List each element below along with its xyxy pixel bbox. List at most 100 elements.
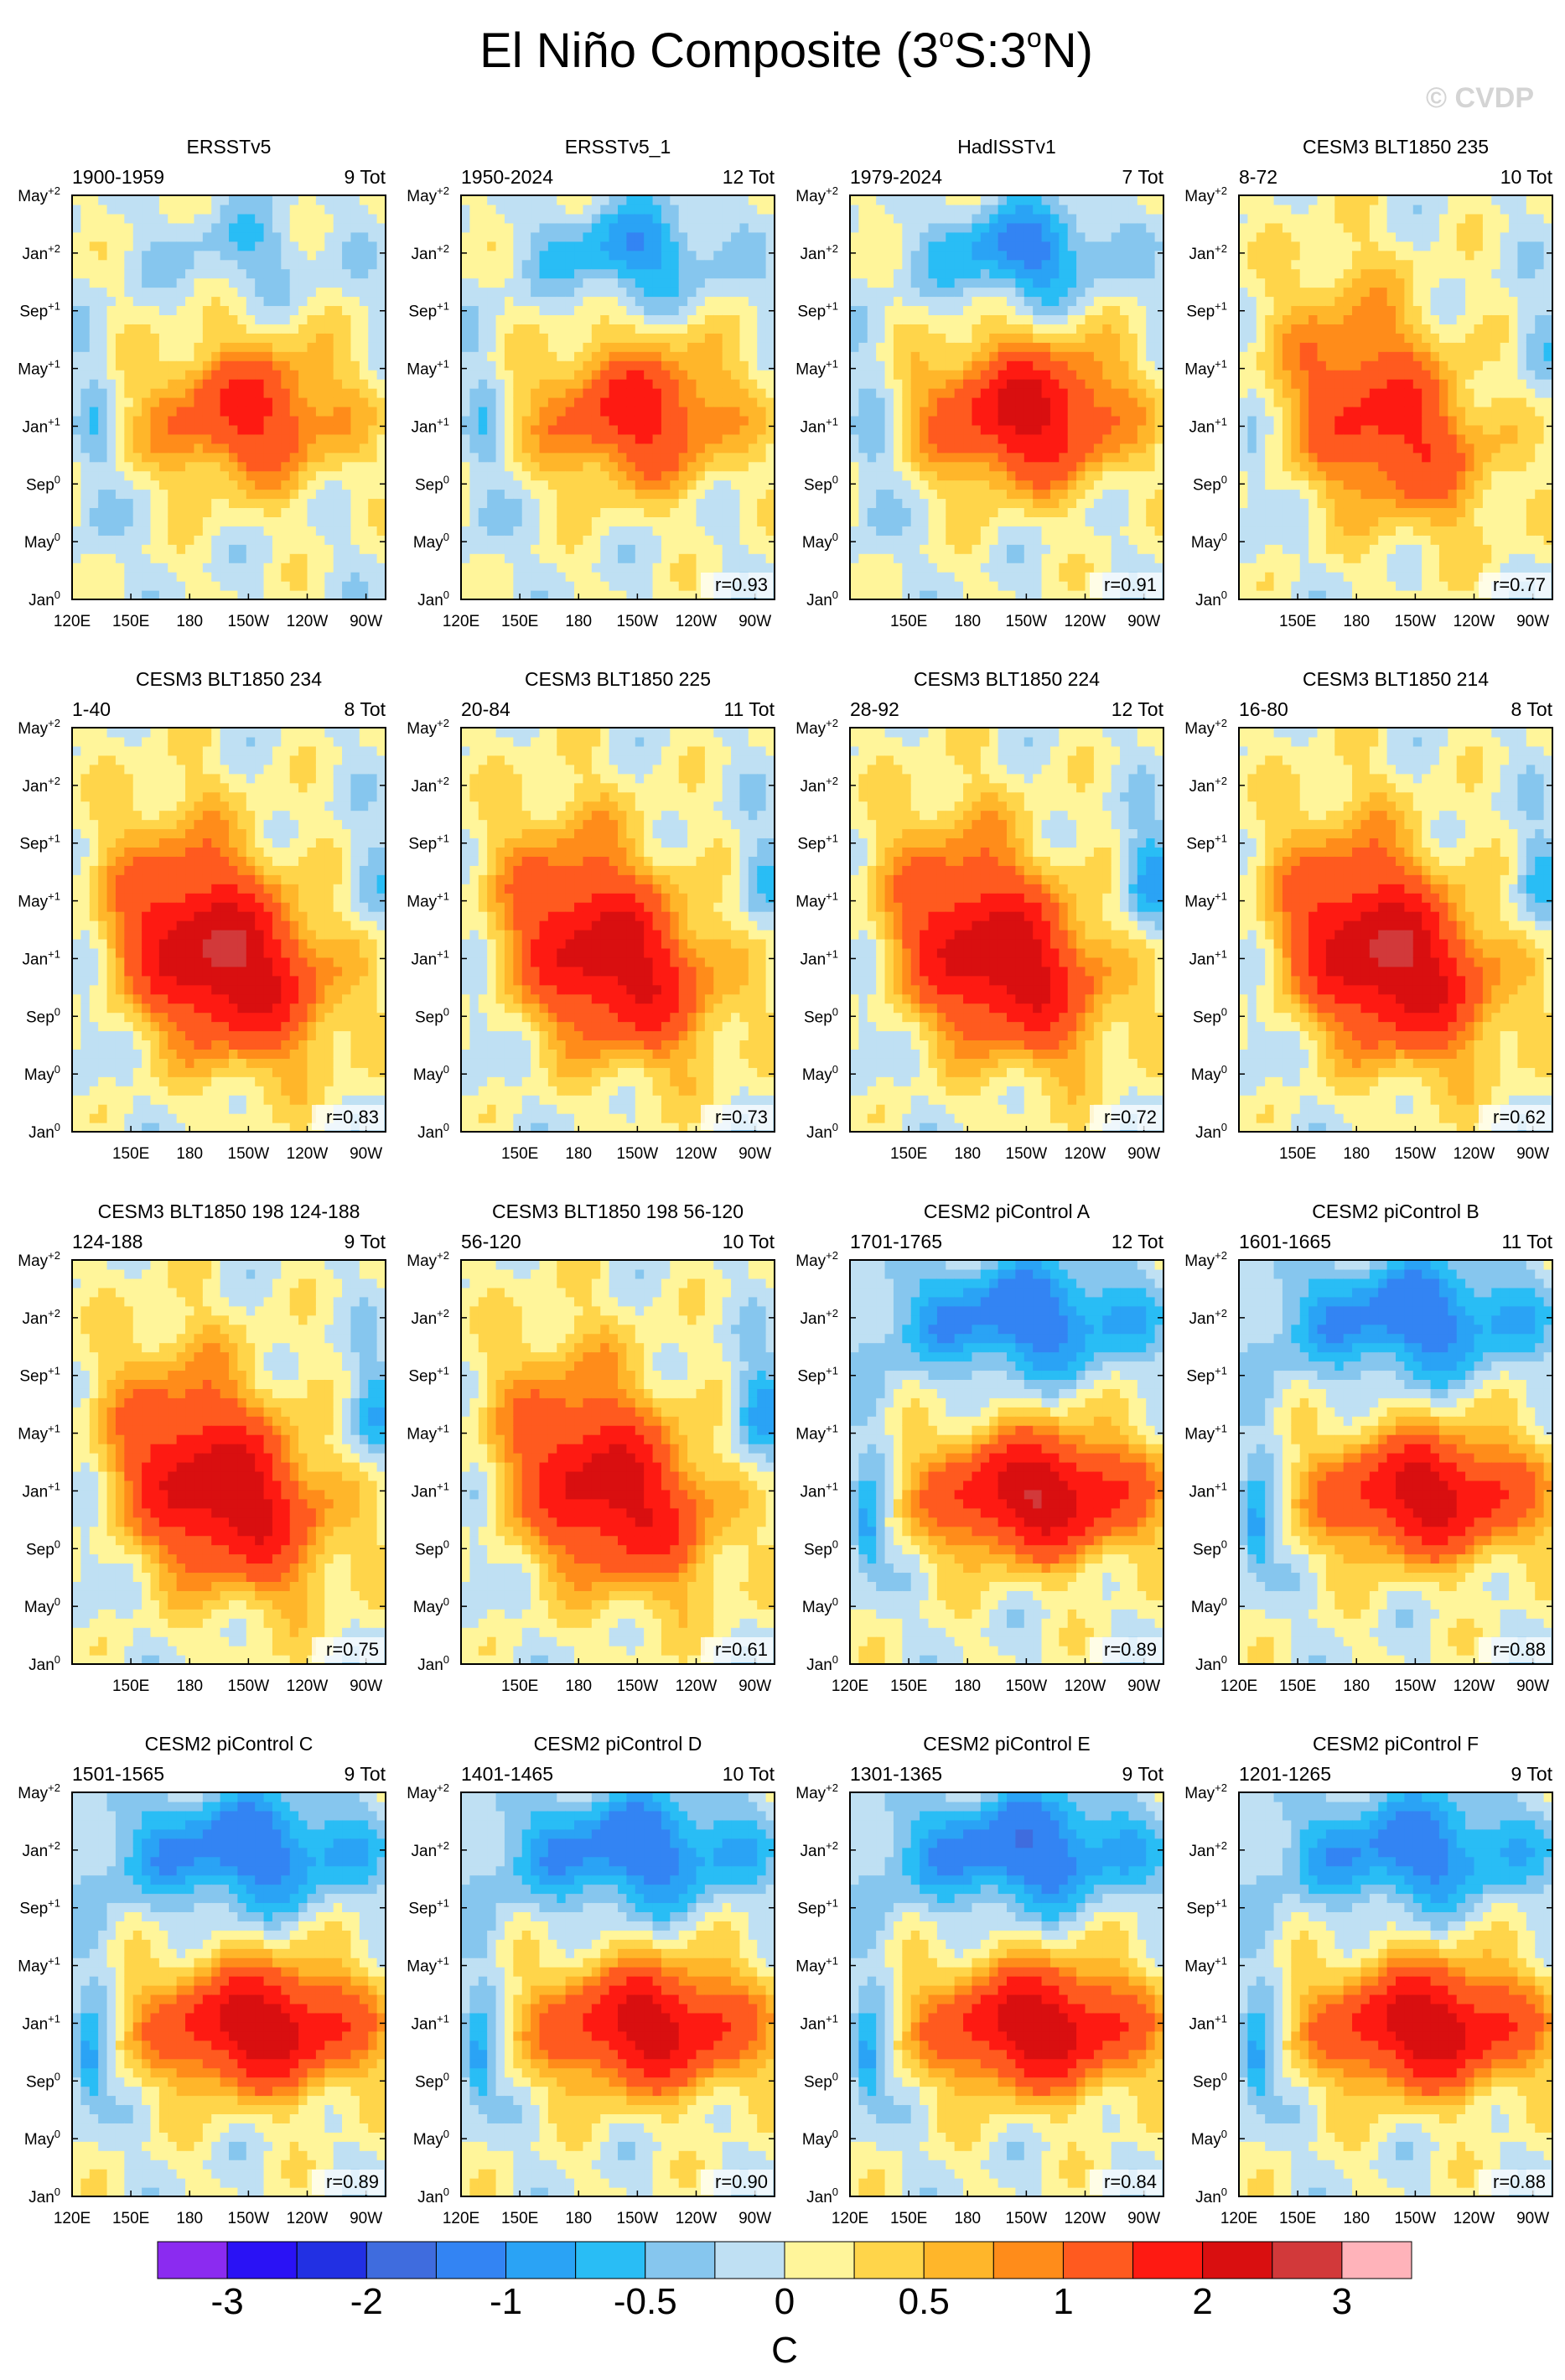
- heatmap-cell: [513, 222, 523, 233]
- heatmap-cell: [731, 241, 741, 251]
- heatmap-cell: [928, 424, 938, 435]
- heatmap-cell: [324, 231, 334, 242]
- heatmap-cell: [591, 590, 601, 600]
- heatmap-cell: [565, 507, 575, 517]
- heatmap-cell: [531, 581, 541, 591]
- heatmap-cell: [229, 470, 238, 481]
- heatmap-cell: [998, 370, 1008, 380]
- heatmap-cell: [237, 314, 247, 324]
- heatmap-cell: [876, 461, 886, 472]
- heatmap-cell: [902, 572, 912, 582]
- heatmap-cell: [478, 544, 488, 554]
- heatmap-cell: [89, 415, 99, 426]
- heatmap-cell: [1111, 424, 1121, 435]
- heatmap-cell: [696, 415, 706, 426]
- heatmap-cell: [132, 204, 143, 215]
- heatmap-cell: [670, 544, 680, 554]
- heatmap-cell: [757, 535, 767, 545]
- heatmap-cell: [910, 535, 920, 545]
- heatmap-cell: [963, 461, 973, 472]
- heatmap-cell: [1067, 470, 1077, 481]
- figure-title: El Niño Composite (3oS:3oN): [479, 23, 1093, 78]
- heatmap-cell: [1007, 406, 1016, 417]
- heatmap-cell: [80, 572, 91, 582]
- y-tick-label: May+2: [18, 184, 60, 205]
- heatmap-cell: [237, 498, 247, 509]
- heatmap-cell: [132, 553, 143, 563]
- heatmap-cell: [98, 268, 108, 279]
- heatmap-cell: [583, 433, 593, 444]
- heatmap-cell: [298, 461, 308, 472]
- heatmap-cell: [972, 324, 982, 334]
- heatmap-cell: [600, 470, 610, 481]
- heatmap-cell: [1120, 452, 1130, 463]
- heatmap-cell: [989, 424, 999, 435]
- heatmap-cell: [194, 433, 204, 444]
- heatmap-cell: [644, 388, 654, 398]
- heatmap-cell: [376, 452, 386, 463]
- heatmap-cell: [678, 461, 688, 472]
- heatmap-cell: [1102, 443, 1112, 454]
- heatmap-cell: [644, 581, 654, 591]
- heatmap-cell: [281, 360, 291, 371]
- heatmap-cell: [539, 443, 549, 454]
- heatmap-cell: [765, 360, 775, 371]
- heatmap-cell: [1102, 563, 1112, 573]
- heatmap-cell: [298, 480, 308, 490]
- heatmap-cell: [635, 388, 645, 398]
- heatmap-cell: [565, 572, 575, 582]
- heatmap-cell: [1059, 268, 1069, 279]
- heatmap-cell: [547, 241, 557, 251]
- heatmap-cell: [574, 305, 584, 315]
- heatmap-cell: [531, 433, 541, 444]
- heatmap-cell: [478, 433, 488, 444]
- heatmap-cell: [1137, 360, 1147, 371]
- heatmap-cell: [858, 222, 868, 233]
- heatmap-cell: [765, 507, 775, 517]
- heatmap-cell: [1033, 415, 1043, 426]
- heatmap-cell: [350, 250, 360, 261]
- heatmap-cell: [307, 204, 317, 215]
- heatmap-cell: [644, 507, 654, 517]
- heatmap-cell: [1085, 526, 1095, 536]
- heatmap-cell: [884, 360, 894, 371]
- heatmap-cell: [1154, 277, 1164, 288]
- heatmap-cell: [368, 379, 378, 389]
- heatmap-cell: [246, 259, 256, 270]
- heatmap-cell: [713, 489, 723, 500]
- heatmap-cell: [307, 287, 317, 298]
- heatmap-cell: [910, 250, 920, 261]
- heatmap-cell: [376, 470, 386, 481]
- heatmap-cell: [478, 195, 488, 205]
- heatmap-cell: [884, 480, 894, 490]
- heatmap-cell: [1015, 241, 1025, 251]
- heatmap-cell: [626, 296, 636, 307]
- heatmap-cell: [142, 590, 152, 600]
- heatmap-cell: [115, 213, 125, 224]
- heatmap-cell: [124, 370, 134, 380]
- heatmap-cell: [368, 590, 378, 600]
- heatmap-cell: [928, 360, 938, 371]
- heatmap-cell: [1137, 213, 1147, 224]
- heatmap-cell: [359, 333, 369, 343]
- heatmap-cell: [342, 443, 352, 454]
- heatmap-cell: [765, 204, 775, 215]
- heatmap-cell: [315, 443, 325, 454]
- heatmap-cell: [211, 397, 221, 407]
- heatmap-cell: [1247, 333, 1257, 343]
- heatmap-cell: [1093, 250, 1103, 261]
- heatmap-cell: [687, 507, 697, 517]
- heatmap-cell: [583, 470, 593, 481]
- heatmap-cell: [547, 535, 557, 545]
- heatmap-cell: [132, 324, 143, 334]
- heatmap-cell: [946, 195, 956, 205]
- heatmap-cell: [609, 351, 619, 361]
- heatmap-cell: [350, 452, 360, 463]
- heatmap-cell: [1137, 397, 1147, 407]
- heatmap-cell: [557, 204, 567, 215]
- heatmap-cell: [748, 470, 758, 481]
- heatmap-cell: [757, 397, 767, 407]
- heatmap-cell: [963, 452, 973, 463]
- heatmap-cell: [757, 480, 767, 490]
- heatmap-cell: [1076, 535, 1086, 545]
